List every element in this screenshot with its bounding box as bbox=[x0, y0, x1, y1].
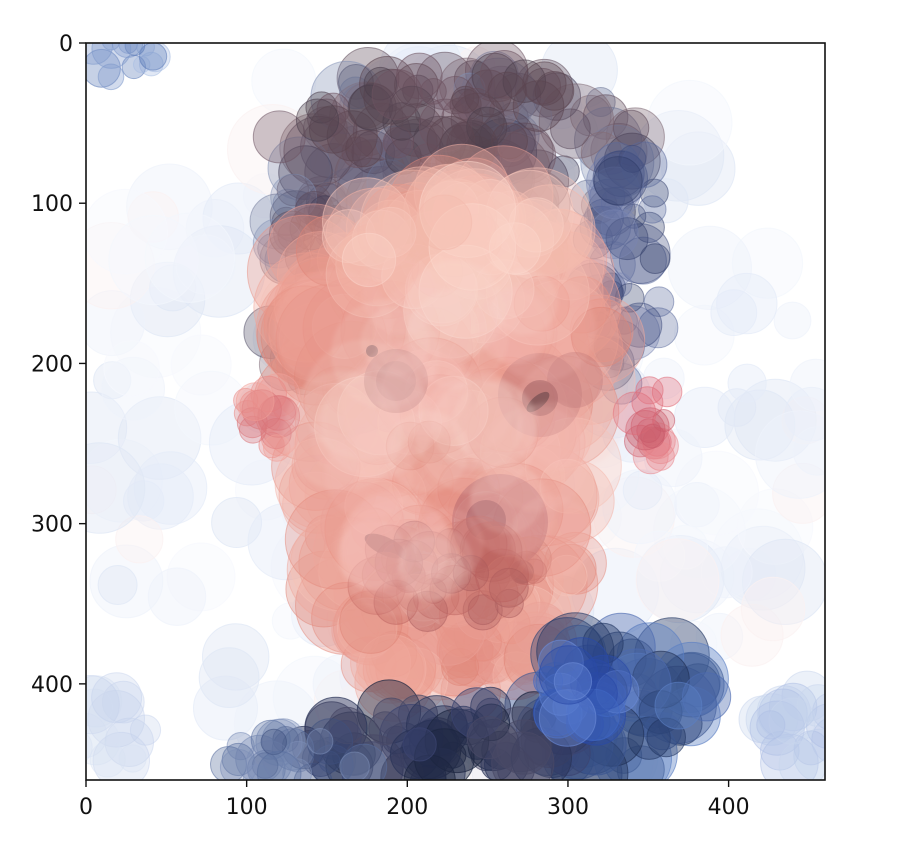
y-tick-label: 200 bbox=[31, 352, 73, 377]
x-tick-label: 0 bbox=[79, 795, 93, 820]
x-axis: 0 100 200 300 400 bbox=[79, 780, 750, 820]
portrait-image bbox=[86, 43, 825, 780]
x-tick-label: 200 bbox=[386, 795, 428, 820]
y-tick-label: 100 bbox=[31, 192, 73, 217]
y-axis: 0 100 200 300 400 bbox=[31, 32, 86, 698]
x-tick-label: 400 bbox=[708, 795, 750, 820]
plot-frame bbox=[85, 42, 826, 781]
x-tick-label: 300 bbox=[547, 795, 589, 820]
x-tick-label: 100 bbox=[226, 795, 268, 820]
y-tick-label: 300 bbox=[31, 513, 73, 538]
y-tick-label: 400 bbox=[31, 673, 73, 698]
y-tick-label: 0 bbox=[59, 32, 73, 57]
